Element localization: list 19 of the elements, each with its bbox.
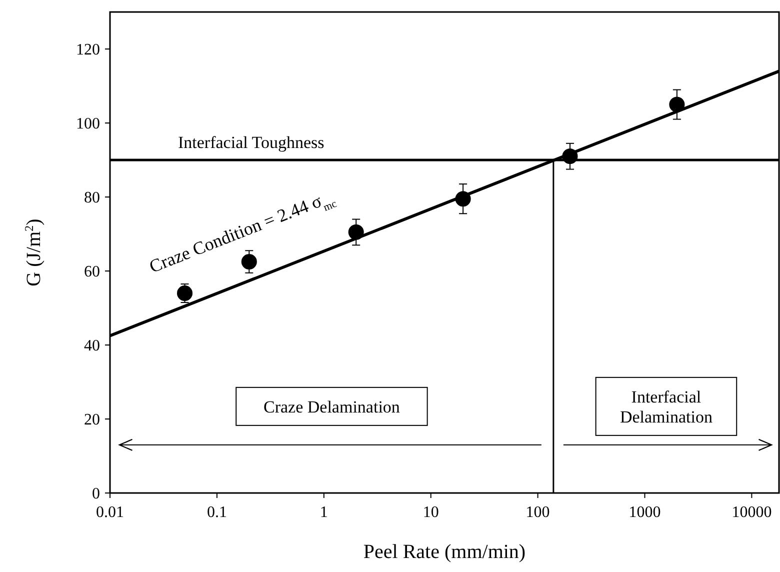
x-tick-label: 0.01 [96,504,124,521]
y-tick-label: 20 [84,412,100,429]
annotation: Craze Delamination [264,397,400,416]
y-tick-label: 120 [76,42,100,59]
x-tick-label: 10000 [732,504,772,521]
y-tick-label: 100 [76,116,100,133]
y-tick-label: 60 [84,264,100,281]
y-tick-label: 0 [92,486,100,503]
x-tick-label: 1000 [628,504,661,521]
y-tick-label: 80 [84,190,100,207]
x-tick-label: 0.1 [206,504,227,521]
annotation: Interfacial Delamination [620,387,713,426]
y-tick-label: 40 [84,338,100,355]
point [241,254,257,270]
x-axis-title: Peel Rate (mm/min) [363,541,526,563]
x-tick-label: 1 [320,504,328,521]
ref-line-label: Interfacial Toughness [178,133,324,152]
x-tick-label: 100 [526,504,550,521]
x-tick-label: 10 [422,504,439,521]
